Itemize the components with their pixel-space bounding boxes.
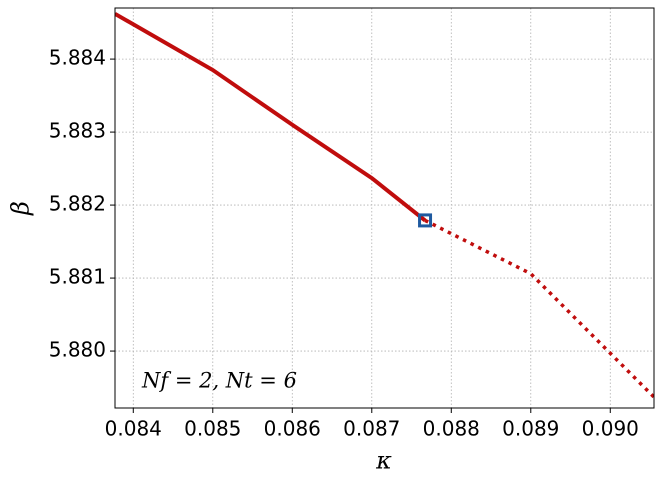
line (424, 218, 654, 399)
y-tick-label: 5.882 (49, 192, 106, 216)
annotation: Nf = 2, Nt = 6 (141, 369, 297, 393)
marker (418, 213, 433, 228)
x-tick-label: 0.084 (105, 417, 162, 441)
y-tick-label: 5.883 (49, 119, 106, 143)
y-tick-label: 5.880 (49, 338, 106, 362)
x-tick-label: 0.085 (184, 417, 241, 441)
x-tick-label: 0.088 (423, 417, 480, 441)
plot-frame (114, 7, 655, 409)
y-tick-label: 5.884 (49, 46, 106, 70)
x-tick-label: 0.090 (582, 417, 639, 441)
x-tick-label: 0.086 (264, 417, 321, 441)
x-tick-label: 0.087 (343, 417, 400, 441)
y-axis-label: β (7, 201, 35, 216)
y-tick-label: 5.881 (49, 265, 106, 289)
x-axis-label: κ (375, 447, 392, 475)
x-tick-label: 0.089 (502, 417, 559, 441)
line (115, 12, 427, 222)
